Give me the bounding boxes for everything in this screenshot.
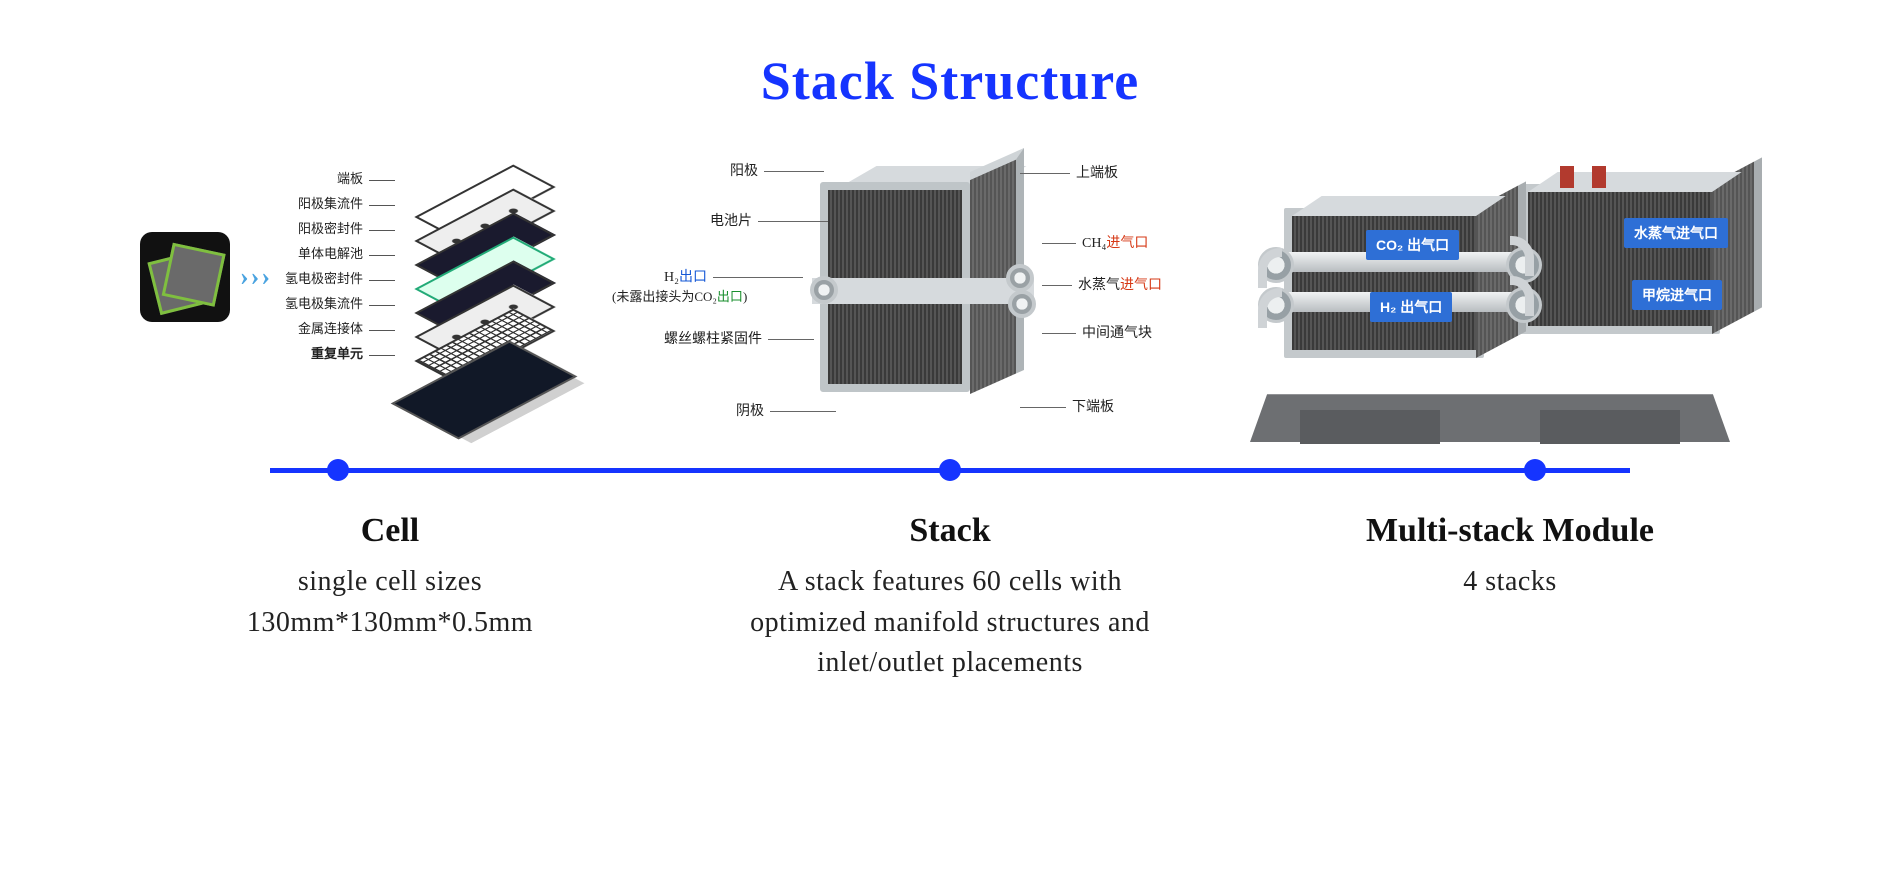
label-top-plate: 上端板 <box>1020 162 1118 182</box>
label-bottom-plate: 下端板 <box>1020 396 1114 416</box>
layer-label: 单体电解池 <box>285 247 395 260</box>
arrow-icon: › › › <box>240 262 270 292</box>
port-tag-co2: CO₂ 出气口 <box>1366 230 1459 260</box>
exploded-view <box>395 172 595 442</box>
captions-row: Cell single cell sizes 130mm*130mm*0.5mm… <box>190 512 1710 684</box>
chevron-icon: › <box>251 262 260 292</box>
caption-heading: Cell <box>220 512 560 550</box>
label-ch4-in: CH₄进气口 <box>1042 232 1148 252</box>
label-text: 阴极 <box>736 404 764 419</box>
timeline-dot <box>1524 459 1546 481</box>
timeline-dot <box>327 459 349 481</box>
figure-cell: › › › 端板 阳极集流件 阳极密封件 单体电解池 氢电极密封件 氢电极集流件… <box>140 172 570 442</box>
label-text: 螺丝螺柱紧固件 <box>664 332 762 347</box>
layer-label: 阳极集流件 <box>285 197 395 210</box>
flange-icon <box>1006 264 1034 292</box>
label-steam-in: 水蒸气进气口 <box>1042 274 1162 294</box>
caption-body: single cell sizes 130mm*130mm*0.5mm <box>220 562 560 643</box>
caption-stack: Stack A stack features 60 cells with opt… <box>740 512 1160 684</box>
label-h2-out: H₂出口 <box>664 266 803 286</box>
flange-icon <box>1008 290 1036 318</box>
label-text: 阳极 <box>730 164 758 179</box>
label-text: 上端板 <box>1076 166 1118 181</box>
label-cathode: 阴极 <box>736 400 836 420</box>
caption-body: 4 stacks <box>1340 562 1680 603</box>
label-text: 水蒸气进气口 <box>1078 278 1162 293</box>
page-title: Stack Structure <box>0 0 1900 112</box>
figure-stack: 阳极 上端板 电池片 CH₄进气口 H₂出口 (未露出接头为CO₂出口) 水蒸气… <box>670 152 1140 442</box>
caption-body: A stack features 60 cells with optimized… <box>740 562 1160 684</box>
chevron-icon: › <box>240 262 249 292</box>
base-foot-icon <box>1300 410 1440 444</box>
caption-heading: Multi-stack Module <box>1340 512 1680 550</box>
layer-label: 氢电极集流件 <box>285 297 395 310</box>
label-bolts: 螺丝螺柱紧固件 <box>664 328 814 348</box>
label-text: 电池片 <box>710 214 752 229</box>
port-tag-h2: H₂ 出气口 <box>1370 292 1452 322</box>
label-anode: 阳极 <box>730 160 824 180</box>
label-text: 下端板 <box>1072 400 1114 415</box>
stack-diagram: 阳极 上端板 电池片 CH₄进气口 H₂出口 (未露出接头为CO₂出口) 水蒸气… <box>670 152 1140 442</box>
module-diagram: CO₂ 出气口 H₂ 出气口 水蒸气进气口 甲烷进气口 <box>1240 152 1760 442</box>
caption-cell: Cell single cell sizes 130mm*130mm*0.5mm <box>220 512 560 684</box>
terminal-icon <box>1560 166 1574 188</box>
layer-label: 端板 <box>285 172 395 185</box>
figure-module: CO₂ 出气口 H₂ 出气口 水蒸气进气口 甲烷进气口 <box>1240 152 1760 442</box>
cell-plate-icon <box>162 243 226 307</box>
port-tag-steam: 水蒸气进气口 <box>1624 218 1728 248</box>
exploded-labels: 端板 阳极集流件 阳极密封件 单体电解池 氢电极密封件 氢电极集流件 金属连接体… <box>285 172 395 372</box>
chevron-icon: › <box>261 262 270 292</box>
label-text: CH₄进气口 <box>1082 236 1148 251</box>
label-mid-block: 中间通气块 <box>1042 322 1152 342</box>
cell-diagram: › › › 端板 阳极集流件 阳极密封件 单体电解池 氢电极密封件 氢电极集流件… <box>140 172 570 442</box>
module-stack-icon <box>1520 184 1720 334</box>
label-text: 中间通气块 <box>1082 326 1152 341</box>
base-block-icon <box>391 341 578 440</box>
terminal-icon <box>1592 166 1606 188</box>
layer-label: 氢电极密封件 <box>285 272 395 285</box>
layer-label: 金属连接体 <box>285 322 395 335</box>
timeline-dot <box>939 459 961 481</box>
caption-module: Multi-stack Module 4 stacks <box>1340 512 1680 684</box>
flange-icon <box>810 276 838 304</box>
cell-photo <box>140 232 230 322</box>
timeline <box>270 458 1630 482</box>
label-cell-chip: 电池片 <box>710 210 828 230</box>
layer-label: 阳极密封件 <box>285 222 395 235</box>
stack-cube-icon <box>820 182 1000 402</box>
base-foot-icon <box>1540 410 1680 444</box>
label-text: H₂出口 <box>664 270 707 285</box>
label-text: (未露出接头为CO₂出口) <box>612 289 747 304</box>
caption-heading: Stack <box>740 512 1160 550</box>
port-tag-ch4: 甲烷进气口 <box>1632 280 1722 310</box>
figures-row: › › › 端板 阳极集流件 阳极密封件 单体电解池 氢电极密封件 氢电极集流件… <box>0 152 1900 442</box>
label-h2-note: (未露出接头为CO₂出口) <box>612 286 747 305</box>
layer-label: 重复单元 <box>285 347 395 360</box>
mid-manifold-bar <box>812 278 1034 304</box>
